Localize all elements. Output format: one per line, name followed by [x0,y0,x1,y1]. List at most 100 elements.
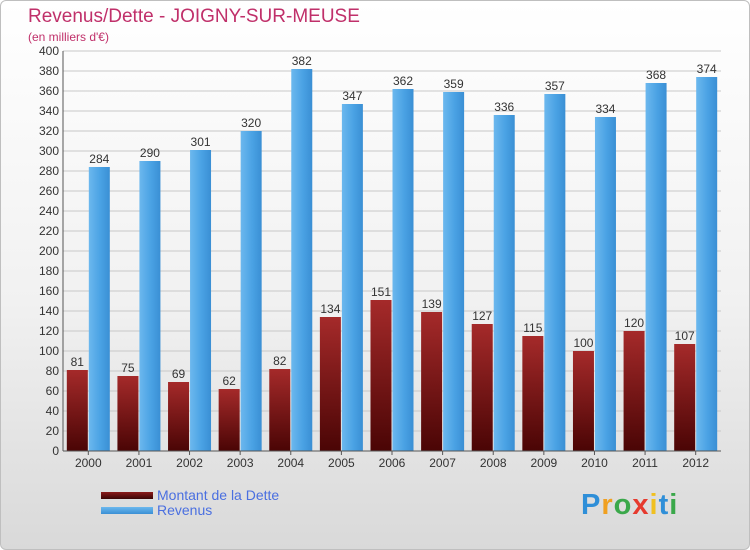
x-tick-label: 2002 [176,456,203,470]
data-label-dette: 62 [222,374,236,388]
bar-revenus [341,104,363,451]
logo-letter: t [658,489,670,521]
data-label-dette: 75 [121,361,135,375]
data-label-revenus: 347 [342,89,362,103]
legend-swatch-dette [101,491,153,499]
y-tick-label: 360 [39,84,59,98]
y-tick-label: 40 [46,404,60,418]
bar-dette [269,369,291,451]
logo-letter: o [613,489,633,521]
legend-item-revenus: Revenus [101,502,212,518]
y-tick-label: 400 [39,44,59,58]
logo-letter: x [632,489,650,521]
bar-dette [66,370,88,451]
y-tick-label: 340 [39,104,59,118]
bar-dette [319,317,341,451]
bar-revenus [291,69,313,451]
bar-dette [117,376,139,451]
logo-letter: i [649,489,659,521]
y-tick-label: 80 [46,364,60,378]
data-label-revenus: 357 [545,79,565,93]
y-tick-label: 240 [39,204,59,218]
x-tick-label: 2000 [75,456,102,470]
y-tick-label: 260 [39,184,59,198]
data-label-revenus: 368 [646,68,666,82]
data-label-dette: 100 [573,336,593,350]
y-tick-label: 180 [39,264,59,278]
data-label-revenus: 290 [140,146,160,160]
y-tick-label: 0 [52,444,59,458]
bar-revenus [88,167,110,451]
x-tick-label: 2004 [277,456,304,470]
data-label-dette: 107 [675,329,695,343]
data-label-revenus: 301 [191,135,211,149]
y-tick-label: 220 [39,224,59,238]
data-label-dette: 69 [172,367,186,381]
bar-dette [674,344,696,451]
y-tick-label: 280 [39,164,59,178]
bar-revenus [645,83,667,451]
logo-letter: i [669,489,679,521]
data-label-dette: 134 [320,302,340,316]
data-label-revenus: 320 [241,116,261,130]
y-tick-label: 160 [39,284,59,298]
y-tick-label: 20 [46,424,60,438]
x-tick-label: 2011 [632,456,658,470]
y-tick-label: 120 [39,324,59,338]
data-label-dette: 151 [371,285,391,299]
y-tick-label: 380 [39,64,59,78]
bar-revenus [594,117,616,451]
bar-revenus [696,77,718,451]
x-tick-label: 2010 [581,456,608,470]
data-label-revenus: 374 [697,62,717,76]
proxiti-logo: Proxiti [581,489,678,522]
data-label-dette: 127 [472,309,492,323]
data-label-dette: 115 [523,321,542,335]
data-label-dette: 81 [71,355,85,369]
bar-dette [168,382,190,451]
x-tick-label: 2008 [480,456,507,470]
bar-dette [471,324,493,451]
data-label-revenus: 359 [444,77,464,91]
bar-dette [370,300,392,451]
y-tick-label: 200 [39,244,59,258]
data-label-dette: 120 [624,316,644,330]
x-tick-label: 2012 [682,456,709,470]
x-tick-label: 2006 [379,456,406,470]
bar-dette [218,389,240,451]
legend-label-revenus: Revenus [157,502,213,518]
logo-letter: P [581,489,602,521]
x-tick-label: 2003 [227,456,254,470]
legend-item-dette: Montant de la Dette [101,487,279,503]
y-tick-label: 60 [46,384,60,398]
y-tick-label: 140 [39,304,59,318]
y-tick-label: 100 [39,344,59,358]
chart-subtitle: (en milliers d'€) [28,30,109,44]
bar-dette [522,336,544,451]
data-label-revenus: 382 [292,54,312,68]
logo-letter: r [601,489,614,521]
data-label-dette: 139 [422,297,442,311]
bar-revenus [443,92,465,451]
chart-title: Revenus/Dette - JOIGNY-SUR-MEUSE [28,6,360,27]
data-label-revenus: 362 [393,74,413,88]
legend-label-dette: Montant de la Dette [157,487,280,503]
y-tick-label: 300 [39,144,59,158]
bar-revenus [493,115,515,451]
bar-dette [421,312,443,451]
x-tick-label: 2007 [429,456,456,470]
legend-swatch-revenus [101,506,153,514]
data-label-revenus: 336 [494,100,514,114]
bar-dette [623,331,645,451]
data-label-dette: 82 [273,354,287,368]
bar-revenus [139,161,161,451]
bar-revenus [392,89,414,451]
data-label-revenus: 284 [89,152,109,166]
x-tick-label: 2009 [530,456,557,470]
bar-revenus [190,150,212,451]
bar-dette [572,351,594,451]
bar-revenus [240,131,262,451]
x-tick-label: 2001 [126,456,153,470]
